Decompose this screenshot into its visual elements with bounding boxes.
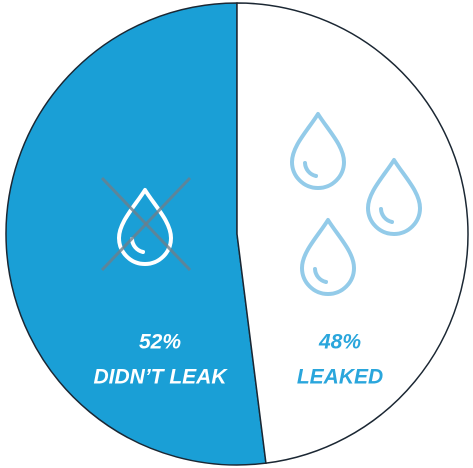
value-label: 52% bbox=[139, 331, 181, 354]
icons bbox=[100, 112, 422, 296]
labels: 52% DIDN’T LEAK 48% LEAKED bbox=[94, 331, 384, 389]
cross-line bbox=[100, 176, 192, 272]
category-label: DIDN’T LEAK bbox=[94, 366, 229, 389]
category-label: LEAKED bbox=[297, 366, 383, 389]
pie-slice bbox=[236, 2, 469, 465]
value-label: 48% bbox=[318, 331, 361, 354]
